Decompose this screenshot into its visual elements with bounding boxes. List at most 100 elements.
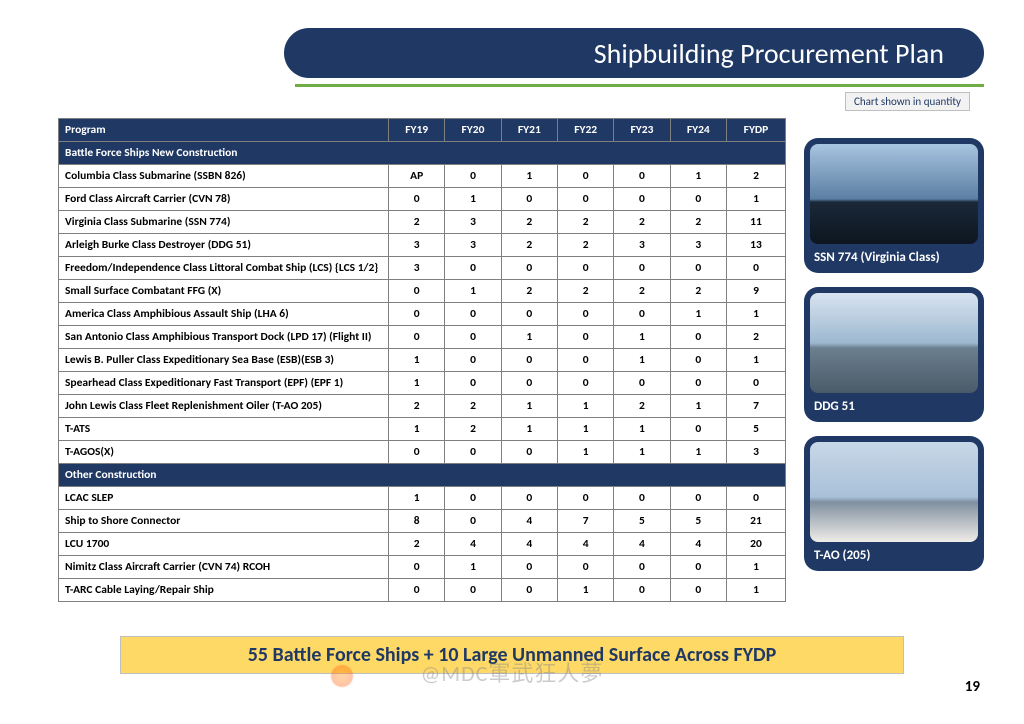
value-cell: 1 — [670, 441, 726, 464]
table-row: Small Surface Combatant FFG (X)0122229 — [59, 280, 786, 303]
value-cell: 0 — [557, 372, 613, 395]
value-cell: 0 — [445, 349, 501, 372]
value-cell: 1 — [670, 395, 726, 418]
table-row: T-AGOS(X)0001113 — [59, 441, 786, 464]
value-cell: 0 — [726, 487, 785, 510]
table-header-row: Program FY19 FY20 FY21 FY22 FY23 FY24 FY… — [59, 119, 786, 142]
value-cell: 0 — [501, 441, 557, 464]
value-cell: 0 — [670, 188, 726, 211]
value-cell: 0 — [445, 257, 501, 280]
ship-label: SSN 774 (Virginia Class) — [810, 248, 978, 267]
value-cell: 0 — [557, 188, 613, 211]
table-row: Nimitz Class Aircraft Carrier (CVN 74) R… — [59, 556, 786, 579]
value-cell: 0 — [614, 579, 670, 602]
value-cell: 0 — [670, 257, 726, 280]
value-cell: 0 — [557, 349, 613, 372]
value-cell: 1 — [614, 418, 670, 441]
value-cell: 1 — [389, 418, 445, 441]
value-cell: 3 — [389, 257, 445, 280]
table-row: LCAC SLEP1000000 — [59, 487, 786, 510]
value-cell: 0 — [501, 188, 557, 211]
value-cell: 0 — [614, 556, 670, 579]
value-cell: 1 — [389, 487, 445, 510]
value-cell: 3 — [670, 234, 726, 257]
page-number: 19 — [965, 678, 980, 696]
ship-image-oiler — [810, 442, 978, 542]
program-cell: Virginia Class Submarine (SSN 774) — [59, 211, 389, 234]
value-cell: 1 — [501, 326, 557, 349]
section-label: Battle Force Ships New Construction — [59, 142, 786, 165]
value-cell: 2 — [670, 280, 726, 303]
value-cell: 0 — [389, 556, 445, 579]
value-cell: 1 — [445, 280, 501, 303]
value-cell: 3 — [726, 441, 785, 464]
accent-line — [295, 84, 984, 87]
program-cell: Small Surface Combatant FFG (X) — [59, 280, 389, 303]
value-cell: 1 — [614, 326, 670, 349]
table-row: America Class Amphibious Assault Ship (L… — [59, 303, 786, 326]
value-cell: 1 — [614, 349, 670, 372]
program-cell: Ford Class Aircraft Carrier (CVN 78) — [59, 188, 389, 211]
section-row: Other Construction — [59, 464, 786, 487]
value-cell: 3 — [445, 234, 501, 257]
value-cell: 0 — [445, 303, 501, 326]
value-cell: 2 — [501, 211, 557, 234]
value-cell: 0 — [614, 487, 670, 510]
value-cell: 4 — [501, 510, 557, 533]
value-cell: 0 — [557, 303, 613, 326]
value-cell: 0 — [614, 165, 670, 188]
table-row: Virginia Class Submarine (SSN 774)232222… — [59, 211, 786, 234]
value-cell: 0 — [501, 349, 557, 372]
value-cell: 7 — [726, 395, 785, 418]
ship-label: T-AO (205) — [810, 546, 978, 565]
value-cell: 11 — [726, 211, 785, 234]
table-row: Ship to Shore Connector80475521 — [59, 510, 786, 533]
value-cell: 0 — [445, 510, 501, 533]
value-cell: 1 — [614, 441, 670, 464]
value-cell: 8 — [389, 510, 445, 533]
value-cell: 0 — [445, 487, 501, 510]
value-cell: 0 — [670, 579, 726, 602]
col-fy21: FY21 — [501, 119, 557, 142]
value-cell: 2 — [501, 234, 557, 257]
title-bar: Shipbuilding Procurement Plan — [284, 28, 984, 78]
value-cell: 1 — [557, 579, 613, 602]
table-body: Battle Force Ships New ConstructionColum… — [59, 142, 786, 602]
table-row: T-ARC Cable Laying/Repair Ship0001001 — [59, 579, 786, 602]
value-cell: 0 — [389, 280, 445, 303]
ship-image-submarine — [810, 144, 978, 244]
table-row: John Lewis Class Fleet Replenishment Oil… — [59, 395, 786, 418]
value-cell: 1 — [445, 556, 501, 579]
value-cell: 0 — [670, 556, 726, 579]
ship-label: DDG 51 — [810, 397, 978, 416]
value-cell: 5 — [614, 510, 670, 533]
value-cell: 0 — [614, 257, 670, 280]
value-cell: 0 — [557, 556, 613, 579]
value-cell: 0 — [670, 418, 726, 441]
table-row: Ford Class Aircraft Carrier (CVN 78)0100… — [59, 188, 786, 211]
col-fy19: FY19 — [389, 119, 445, 142]
value-cell: 0 — [614, 303, 670, 326]
value-cell: 0 — [445, 579, 501, 602]
main-content: Program FY19 FY20 FY21 FY22 FY23 FY24 FY… — [58, 118, 984, 602]
program-cell: Nimitz Class Aircraft Carrier (CVN 74) R… — [59, 556, 389, 579]
table-row: LCU 170024444420 — [59, 533, 786, 556]
program-cell: San Antonio Class Amphibious Transport D… — [59, 326, 389, 349]
value-cell: 0 — [614, 372, 670, 395]
value-cell: 4 — [557, 533, 613, 556]
value-cell: 5 — [670, 510, 726, 533]
value-cell: 0 — [501, 303, 557, 326]
value-cell: 1 — [726, 579, 785, 602]
value-cell: 0 — [445, 372, 501, 395]
value-cell: 2 — [726, 165, 785, 188]
value-cell: AP — [389, 165, 445, 188]
program-cell: LCAC SLEP — [59, 487, 389, 510]
value-cell: 4 — [614, 533, 670, 556]
table-row: San Antonio Class Amphibious Transport D… — [59, 326, 786, 349]
value-cell: 4 — [670, 533, 726, 556]
value-cell: 7 — [557, 510, 613, 533]
program-cell: T-ARC Cable Laying/Repair Ship — [59, 579, 389, 602]
value-cell: 1 — [501, 418, 557, 441]
value-cell: 5 — [726, 418, 785, 441]
program-cell: Ship to Shore Connector — [59, 510, 389, 533]
